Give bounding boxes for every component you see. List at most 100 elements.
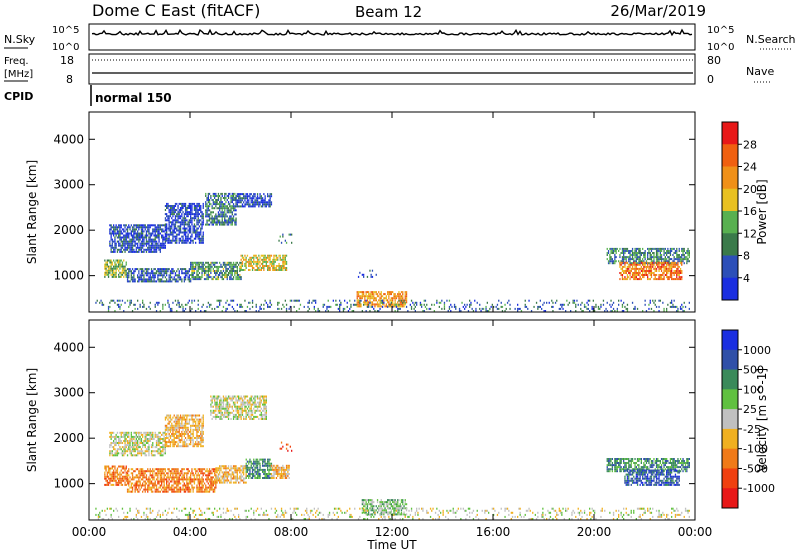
power-cell	[369, 299, 371, 302]
power-cell	[119, 238, 121, 241]
power-cell	[222, 274, 225, 276]
power-cell	[660, 274, 663, 276]
power-cell	[137, 299, 139, 302]
power-cell	[371, 297, 374, 300]
power-cell	[168, 217, 170, 220]
power-cell	[142, 240, 144, 243]
power-cell	[157, 242, 159, 245]
power-cell	[138, 232, 140, 235]
velocity-cell	[128, 446, 130, 449]
power-cell	[296, 299, 298, 302]
power-cell	[150, 246, 153, 249]
power-cell	[200, 310, 202, 312]
velocity-cell	[225, 469, 227, 472]
power-cell	[229, 276, 231, 279]
power-cell	[206, 274, 208, 276]
power-cell	[558, 307, 560, 310]
velocity-cell	[192, 472, 194, 475]
power-cell	[240, 258, 242, 261]
power-cell	[621, 256, 624, 259]
velocity-cell	[133, 484, 135, 487]
velocity-cell	[270, 475, 273, 477]
power-cell	[149, 272, 151, 275]
power-cell	[282, 265, 284, 267]
power-cell	[137, 276, 139, 279]
power-cell	[394, 310, 396, 312]
freq-left-label-2: [MHz]	[4, 69, 33, 80]
velocity-cell	[133, 448, 135, 451]
power-cell	[125, 234, 127, 237]
power-cell	[542, 303, 544, 306]
power-cell	[650, 250, 653, 252]
velocity-cell	[123, 465, 125, 468]
velocity-cell	[251, 475, 254, 477]
power-cell	[183, 219, 185, 222]
power-cell	[208, 192, 211, 195]
velocity-cell	[219, 467, 221, 470]
power-cell	[283, 267, 285, 269]
freq-left-tick-bottom: 8	[66, 73, 73, 86]
power-cell	[195, 310, 197, 312]
power-cell	[581, 301, 583, 304]
velocity-cell	[220, 481, 222, 484]
power-cell	[629, 252, 631, 254]
velocity-cell	[179, 490, 182, 493]
power-cell	[190, 221, 192, 224]
power-cell	[193, 231, 196, 234]
power-cell	[667, 260, 669, 263]
velocity-cell	[109, 469, 111, 472]
power-cell	[654, 276, 656, 279]
power-cell	[677, 254, 679, 256]
power-cell	[155, 246, 158, 249]
power-cell	[640, 270, 642, 272]
power-cell	[227, 274, 230, 276]
velocity-cell	[240, 465, 242, 468]
velocity-cell	[186, 482, 188, 485]
power-cell	[158, 236, 160, 239]
power-cell	[142, 242, 144, 245]
power-cell	[172, 268, 174, 271]
power-cell	[124, 230, 126, 233]
power-cell	[212, 263, 214, 266]
power-cell	[336, 303, 338, 306]
power-cell	[340, 303, 342, 306]
power-cell	[224, 209, 226, 212]
power-cell	[231, 195, 233, 197]
power-cell	[186, 270, 188, 273]
power-cell	[154, 276, 156, 279]
power-cell	[197, 219, 199, 222]
velocity-cell	[129, 486, 131, 489]
velocity-cell	[126, 444, 129, 447]
power-cell	[140, 248, 143, 251]
power-cell	[379, 301, 381, 304]
velocity-cell	[128, 482, 130, 485]
power-cell	[191, 207, 193, 209]
power-cell	[634, 263, 636, 266]
power-cell	[224, 274, 226, 276]
power-cell	[113, 228, 115, 231]
power-cell	[621, 276, 624, 279]
power-cell	[203, 272, 206, 274]
velocity-cell	[192, 480, 194, 483]
power-cell	[378, 295, 380, 298]
power-cell	[111, 275, 113, 278]
power-cell	[356, 297, 358, 300]
power-cell	[626, 307, 629, 310]
velocity-cell	[155, 488, 158, 491]
power-cell	[149, 232, 151, 235]
velocity-cell	[169, 472, 172, 475]
power-cell	[153, 230, 155, 233]
velocity-cell	[124, 442, 126, 444]
power-cell	[124, 301, 126, 304]
velocity-cell	[248, 468, 250, 471]
power-cell	[232, 197, 235, 199]
velocity-cell	[173, 472, 175, 475]
power-cell	[184, 207, 187, 209]
power-cell	[150, 248, 153, 251]
power-cell	[188, 207, 190, 209]
power-cell	[138, 234, 140, 237]
power-cell	[258, 258, 260, 261]
power-cell	[635, 263, 637, 266]
power-cell	[562, 307, 564, 310]
power-cell	[580, 303, 582, 306]
